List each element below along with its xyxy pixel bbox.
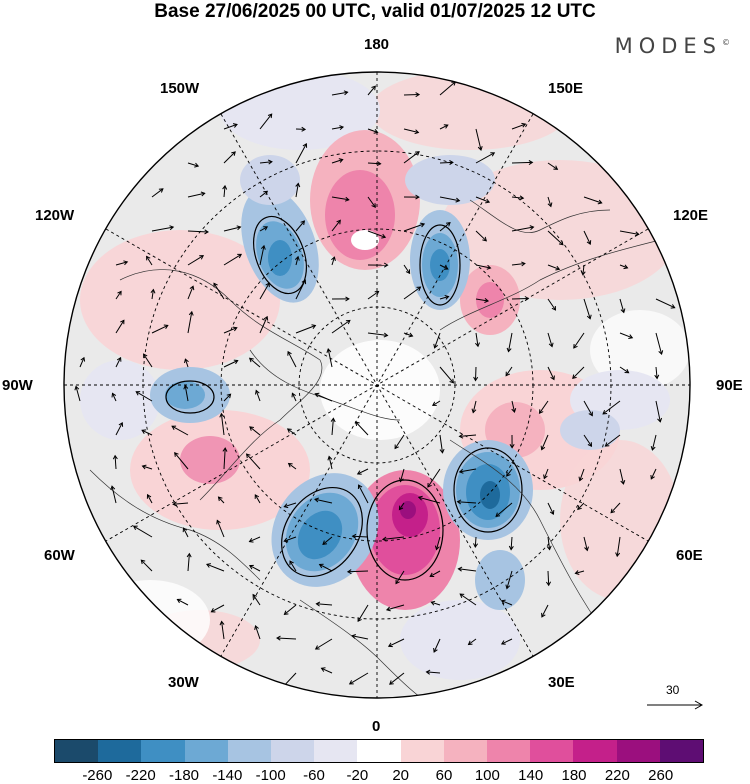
colorbar-segment <box>401 740 444 762</box>
colorbar-segment <box>617 740 660 762</box>
colorbar-segment <box>487 740 530 762</box>
lon-label-180: 180 <box>364 36 389 53</box>
wind-arrow <box>476 367 477 381</box>
lon-label-90w: 90W <box>2 377 33 394</box>
colorbar-segment <box>357 740 400 762</box>
polar-map <box>0 0 750 740</box>
lon-label-30e: 30E <box>548 674 575 691</box>
colorbar-tick-label: 180 <box>561 767 586 784</box>
colorbar-segment <box>444 740 487 762</box>
colorbar-tick-label: 260 <box>648 767 673 784</box>
lon-label-0: 0 <box>372 718 380 735</box>
colorbar-tick-label: 60 <box>436 767 453 784</box>
colorbar-segment <box>228 740 271 762</box>
colorbar-segment <box>530 740 573 762</box>
lon-label-120w: 120W <box>35 207 74 224</box>
colorbar-segment <box>573 740 616 762</box>
wind-arrow <box>548 571 549 585</box>
colorbar-tick-label: -140 <box>212 767 242 784</box>
colorbar-tick-label: -100 <box>256 767 286 784</box>
colorbar-segment <box>98 740 141 762</box>
colorbar-segment <box>271 740 314 762</box>
lon-label-120e: 120E <box>673 207 708 224</box>
lon-label-150w: 150W <box>160 80 199 97</box>
colorbar-segment <box>55 740 98 762</box>
wind-arrow <box>512 162 532 163</box>
colorbar-segment <box>185 740 228 762</box>
lon-label-60w: 60W <box>44 547 75 564</box>
wind-reference-arrow <box>645 683 705 713</box>
colorbar-segment <box>314 740 357 762</box>
lon-label-60e: 60E <box>676 547 703 564</box>
lon-label-90e: 90E <box>716 377 743 394</box>
colorbar-tick-label: 20 <box>392 767 409 784</box>
wind-arrow <box>440 162 453 163</box>
colorbar-segment <box>141 740 184 762</box>
colorbar-tick-label: 100 <box>475 767 500 784</box>
wind-arrow <box>404 95 419 96</box>
wind-arrow <box>512 299 528 300</box>
wind-arrow-head <box>281 685 285 689</box>
colorbar-tick-label: -220 <box>126 767 156 784</box>
colorbar <box>54 739 704 763</box>
colorbar-tick-label: 220 <box>605 767 630 784</box>
colorbar-tick-label: -60 <box>303 767 325 784</box>
colorbar-tick-label: 140 <box>518 767 543 784</box>
colorbar-tick-label: -180 <box>169 767 199 784</box>
colorbar-tick-label: -20 <box>346 767 368 784</box>
colorbar-tick-label: -260 <box>82 767 112 784</box>
colorbar-segment <box>660 740 703 762</box>
lon-label-150e: 150E <box>548 80 583 97</box>
lon-label-30w: 30W <box>168 674 199 691</box>
